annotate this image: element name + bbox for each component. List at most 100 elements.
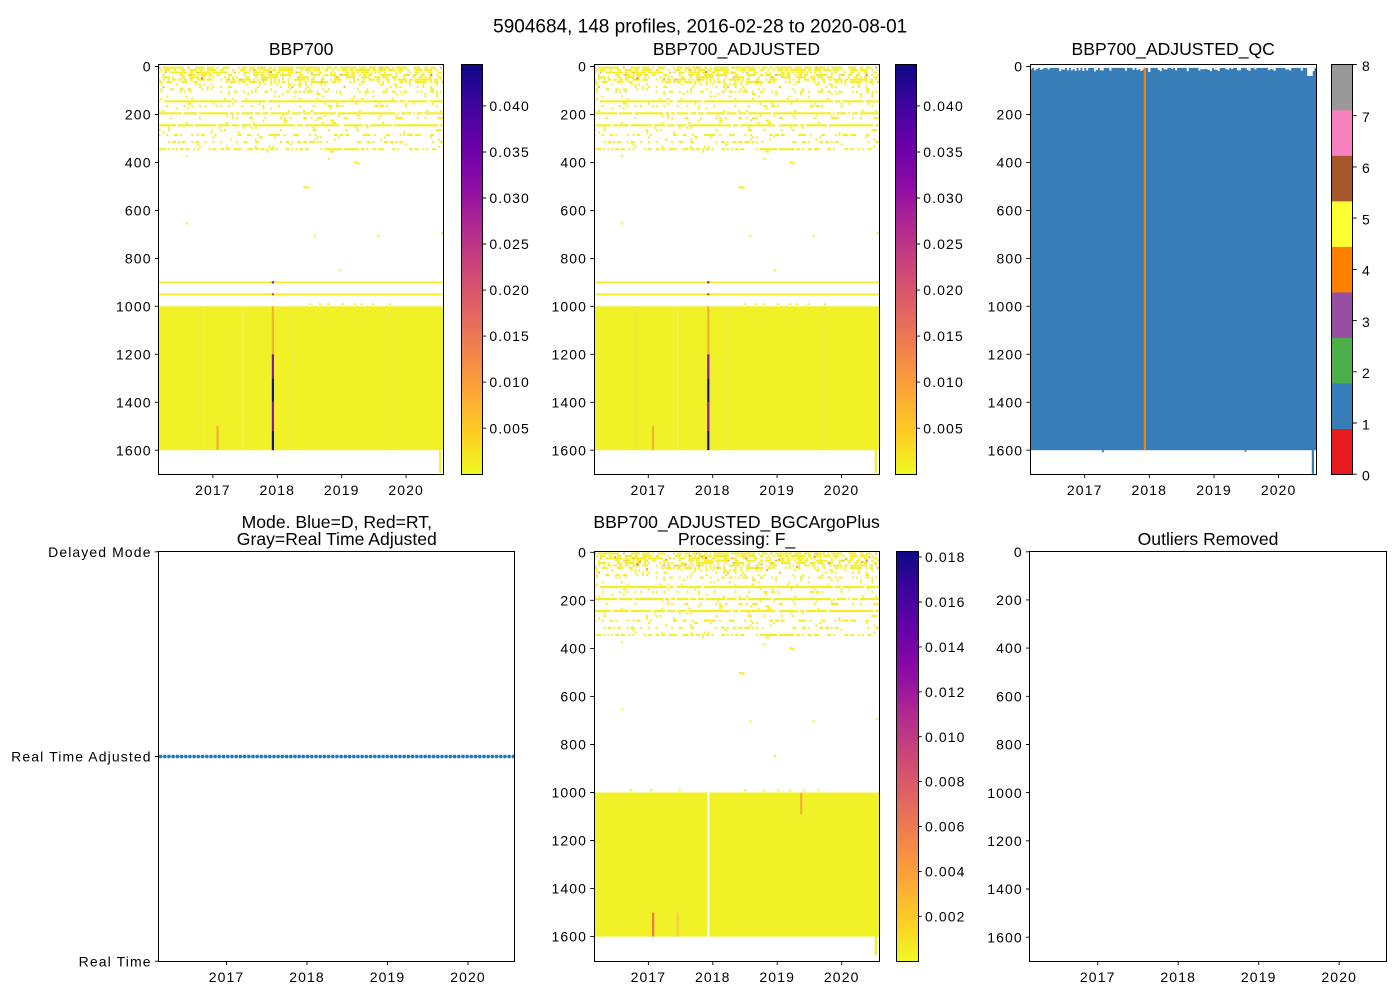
svg-text:Gray=Real Time Adjusted: Gray=Real Time Adjusted <box>237 529 437 549</box>
svg-text:2017: 2017 <box>631 482 667 498</box>
svg-text:2020: 2020 <box>450 969 486 985</box>
svg-text:0.020: 0.020 <box>489 282 530 298</box>
svg-text:Processing: F_: Processing: F_ <box>678 529 796 550</box>
svg-text:600: 600 <box>996 688 1023 704</box>
svg-text:1400: 1400 <box>551 881 587 897</box>
svg-text:0.030: 0.030 <box>489 190 530 206</box>
svg-text:0.020: 0.020 <box>923 282 964 298</box>
svg-text:200: 200 <box>560 592 587 608</box>
svg-text:800: 800 <box>996 737 1023 753</box>
svg-text:0.035: 0.035 <box>489 144 530 160</box>
svg-text:1000: 1000 <box>116 298 152 314</box>
svg-text:0: 0 <box>1014 544 1023 560</box>
svg-text:400: 400 <box>997 155 1024 171</box>
svg-text:0.018: 0.018 <box>925 549 966 565</box>
svg-text:1200: 1200 <box>987 833 1023 849</box>
svg-text:2020: 2020 <box>1321 969 1357 985</box>
svg-text:800: 800 <box>997 251 1024 267</box>
svg-text:0.012: 0.012 <box>925 684 966 700</box>
svg-text:1200: 1200 <box>551 833 587 849</box>
svg-text:0.040: 0.040 <box>489 98 530 114</box>
svg-text:0.010: 0.010 <box>923 374 964 390</box>
svg-text:Real Time Adjusted: Real Time Adjusted <box>11 749 151 765</box>
svg-text:2017: 2017 <box>1067 482 1103 498</box>
svg-text:400: 400 <box>560 641 587 657</box>
svg-text:0.015: 0.015 <box>923 328 964 344</box>
svg-text:1: 1 <box>1362 416 1371 432</box>
svg-text:0.025: 0.025 <box>923 236 964 252</box>
svg-text:1600: 1600 <box>116 442 152 458</box>
svg-text:0: 0 <box>1014 59 1023 75</box>
svg-text:0.004: 0.004 <box>925 864 966 880</box>
svg-text:2018: 2018 <box>695 969 731 985</box>
svg-text:0.010: 0.010 <box>489 374 530 390</box>
svg-text:2018: 2018 <box>695 482 731 498</box>
svg-text:1600: 1600 <box>987 929 1023 945</box>
svg-text:200: 200 <box>996 592 1023 608</box>
svg-text:600: 600 <box>125 203 152 219</box>
svg-text:2017: 2017 <box>1080 969 1116 985</box>
svg-text:2: 2 <box>1362 365 1371 381</box>
svg-text:BBP700_ADJUSTED_BGCArgoPlus: BBP700_ADJUSTED_BGCArgoPlus <box>593 512 880 533</box>
svg-text:400: 400 <box>996 640 1023 656</box>
svg-text:400: 400 <box>560 155 587 171</box>
svg-text:5: 5 <box>1362 211 1371 227</box>
svg-text:0.025: 0.025 <box>489 236 530 252</box>
svg-text:0.030: 0.030 <box>923 190 964 206</box>
svg-text:0.015: 0.015 <box>489 328 530 344</box>
svg-text:1000: 1000 <box>551 785 587 801</box>
svg-text:1400: 1400 <box>116 394 152 410</box>
svg-text:200: 200 <box>125 107 152 123</box>
svg-text:5904684, 148 profiles, 2016-02: 5904684, 148 profiles, 2016-02-28 to 202… <box>493 17 907 38</box>
svg-text:Delayed Mode: Delayed Mode <box>48 544 151 560</box>
svg-text:1600: 1600 <box>988 442 1024 458</box>
svg-text:3: 3 <box>1362 314 1371 330</box>
svg-text:600: 600 <box>560 203 587 219</box>
svg-text:0: 0 <box>578 544 587 560</box>
svg-text:0: 0 <box>143 59 152 75</box>
svg-text:BBP700_ADJUSTED_QC: BBP700_ADJUSTED_QC <box>1072 39 1276 60</box>
svg-text:2020: 2020 <box>388 482 424 498</box>
svg-text:2017: 2017 <box>195 482 231 498</box>
svg-text:1400: 1400 <box>987 881 1023 897</box>
svg-text:4: 4 <box>1362 263 1371 279</box>
svg-text:800: 800 <box>125 251 152 267</box>
svg-text:400: 400 <box>125 155 152 171</box>
svg-text:0.010: 0.010 <box>925 729 966 745</box>
svg-text:1000: 1000 <box>988 298 1024 314</box>
svg-text:Mode. Blue=D, Red=RT,: Mode. Blue=D, Red=RT, <box>242 512 432 532</box>
svg-text:7: 7 <box>1362 109 1371 125</box>
svg-text:600: 600 <box>560 689 587 705</box>
svg-text:2020: 2020 <box>1261 482 1297 498</box>
svg-text:0: 0 <box>1362 468 1371 484</box>
svg-text:200: 200 <box>997 107 1024 123</box>
svg-text:0: 0 <box>578 59 587 75</box>
svg-text:0.005: 0.005 <box>489 420 530 436</box>
svg-text:200: 200 <box>560 107 587 123</box>
svg-text:2018: 2018 <box>289 969 325 985</box>
svg-text:800: 800 <box>560 251 587 267</box>
svg-text:0.040: 0.040 <box>923 98 964 114</box>
svg-text:2017: 2017 <box>631 969 667 985</box>
svg-text:2019: 2019 <box>759 969 795 985</box>
svg-text:1400: 1400 <box>988 394 1024 410</box>
svg-text:6: 6 <box>1362 160 1371 176</box>
svg-text:1600: 1600 <box>551 929 587 945</box>
svg-text:2019: 2019 <box>759 482 795 498</box>
svg-text:1400: 1400 <box>551 394 587 410</box>
svg-text:2018: 2018 <box>1132 482 1168 498</box>
svg-text:800: 800 <box>560 737 587 753</box>
svg-text:0.006: 0.006 <box>925 819 966 835</box>
svg-text:1000: 1000 <box>551 298 587 314</box>
svg-text:2018: 2018 <box>1160 969 1196 985</box>
svg-text:2017: 2017 <box>209 969 245 985</box>
svg-text:2020: 2020 <box>824 969 860 985</box>
svg-text:1600: 1600 <box>551 442 587 458</box>
svg-text:1200: 1200 <box>116 346 152 362</box>
svg-text:1000: 1000 <box>987 785 1023 801</box>
svg-text:2018: 2018 <box>260 482 296 498</box>
svg-text:Outliers Removed: Outliers Removed <box>1138 529 1279 549</box>
svg-text:2019: 2019 <box>1241 969 1277 985</box>
svg-text:Real Time: Real Time <box>79 953 152 969</box>
svg-text:0.002: 0.002 <box>925 908 966 924</box>
